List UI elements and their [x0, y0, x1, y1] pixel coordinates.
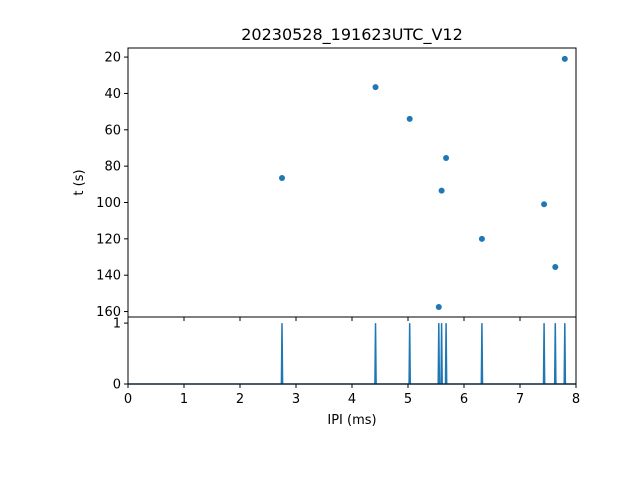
scatter-point — [552, 264, 559, 271]
scatter-panel: 20 40 60 80 100 120 140 160 t (s) — [72, 47, 577, 321]
y-tick-label: 60 — [104, 123, 121, 138]
y-tick-label: 80 — [104, 160, 121, 175]
y-tick-label: 100 — [96, 196, 121, 211]
x-tick-label: 0 — [124, 392, 132, 407]
spike-axes-frame — [127, 316, 577, 385]
y-axis-label: t (s) — [72, 169, 87, 195]
x-tick-label: 1 — [180, 392, 188, 407]
scatter-point — [561, 55, 568, 62]
x-tick-label: 7 — [516, 392, 524, 407]
x-axis-label: IPI (ms) — [327, 413, 376, 428]
x-axis-ticks: 0 1 2 3 4 5 6 7 8 — [124, 384, 580, 407]
scatter-point — [541, 201, 548, 208]
spike-y-axis-ticks: 01 — [113, 317, 128, 393]
y-axis-ticks: 20 40 60 80 100 120 140 160 — [96, 51, 128, 320]
y-tick-label: 20 — [104, 51, 121, 66]
x-tick-label: 8 — [572, 392, 580, 407]
x-tick-label: 3 — [292, 392, 300, 407]
chart-title: 20230528_191623UTC_V12 — [241, 25, 463, 45]
y-tick-label: 160 — [96, 305, 121, 320]
scatter-point — [279, 174, 285, 181]
scatter-point — [406, 115, 413, 122]
scatter-point — [438, 187, 445, 194]
y-tick-label: 140 — [96, 269, 121, 284]
scatter-point — [478, 235, 485, 242]
x-tick-label: 4 — [348, 392, 356, 407]
x-tick-label: 6 — [460, 392, 468, 407]
x-tick-label: 2 — [236, 392, 244, 407]
scatter-points — [279, 55, 568, 311]
scatter-point — [443, 154, 450, 161]
scatter-point — [435, 304, 442, 311]
y-tick-label: 120 — [96, 232, 121, 247]
x-tick-label: 5 — [404, 392, 412, 407]
spike-y-tick-label: 1 — [113, 317, 121, 332]
y-tick-label: 40 — [104, 87, 121, 102]
scatter-point — [372, 84, 379, 91]
spike-y-tick-label: 0 — [113, 378, 121, 393]
